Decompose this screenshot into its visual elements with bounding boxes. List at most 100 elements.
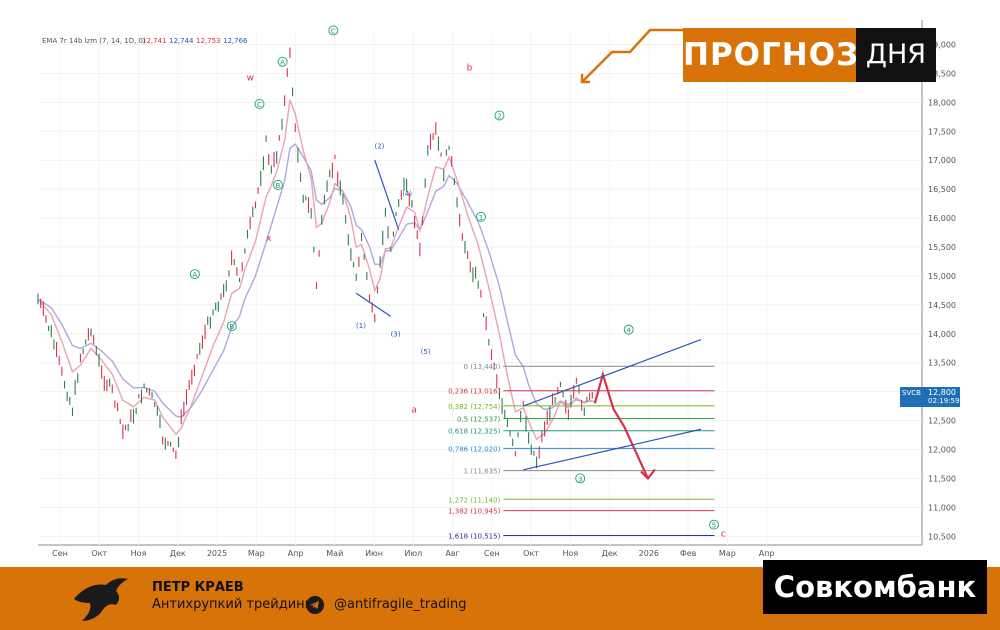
y-tick-label: 15,000 [928, 272, 956, 281]
wave-label: (2) [375, 143, 385, 151]
forecast-path [593, 370, 649, 479]
y-tick-label: 14,000 [928, 330, 956, 339]
wave-label: 5 [712, 522, 716, 530]
wave-label: C [257, 101, 262, 109]
y-tick-label: 19,000 [928, 40, 956, 49]
wave-label-circle [709, 519, 719, 530]
x-tick-label: 2025 [207, 549, 227, 558]
forecast-word-1: ПРОГНОЗ [683, 28, 858, 82]
wave-label: 2 [497, 113, 501, 121]
wave-label: B [229, 323, 234, 331]
fib-level-label: 0,382 (12,754) [448, 403, 500, 411]
x-tick-label: Окт [523, 549, 539, 558]
x-tick-label: Авг [445, 549, 459, 558]
wave-label: (4) [402, 190, 412, 198]
wave-label-circle [277, 56, 288, 67]
wave-label: 1 [479, 214, 483, 222]
author-tagline: Антихрупкий трейдинг [152, 597, 312, 612]
x-tick-label: Фев [680, 549, 697, 558]
indicator-legend: EMA 7r 14b lzm (7, 14, 1D, 0) [42, 37, 146, 45]
y-tick-label: 18,000 [928, 98, 956, 107]
fib-level-label: 0,786 (12,020) [448, 445, 500, 453]
price-tag-time: 02:19:59 [928, 397, 960, 405]
wave-label: C [331, 27, 336, 35]
telegram-icon[interactable] [306, 596, 324, 614]
y-tick-label: 17,000 [928, 156, 956, 165]
wave-label-circle [328, 25, 339, 36]
wave-label: (5) [421, 348, 431, 356]
x-tick-label: Дек [602, 549, 618, 558]
price-chart[interactable]: 10,50011,00011,50012,00012,50013,00013,5… [0, 0, 1000, 562]
fib-level-label: 0,618 (12,325) [448, 428, 500, 436]
wave-label: c [721, 529, 726, 539]
fib-level-label: 1,382 (10,945) [448, 508, 500, 516]
trend-channel-line [523, 428, 702, 471]
y-tick-label: 15,500 [928, 243, 956, 252]
y-tick-label: 10,500 [928, 532, 956, 541]
x-tick-label: Май [326, 549, 343, 558]
y-tick-label: 14,500 [928, 301, 956, 310]
y-tick-label: 12,500 [928, 417, 956, 426]
wave-label-circle [254, 99, 265, 109]
x-tick-label: Апр [759, 549, 775, 558]
y-tick-label: 13,500 [928, 359, 956, 368]
wave-label: x [266, 234, 272, 244]
wave-label: b [467, 64, 473, 74]
ema-value: 12,744 [169, 37, 194, 45]
x-tick-label: Окт [91, 549, 107, 558]
y-tick-label: 12,000 [928, 446, 956, 455]
wave-label: B [276, 182, 281, 190]
y-tick-label: 16,500 [928, 185, 956, 194]
ema-slow-line [37, 143, 595, 418]
y-tick-label: 11,500 [928, 474, 956, 483]
y-tick-label: 18,500 [928, 69, 956, 78]
y-tick-label: 17,500 [928, 127, 956, 136]
x-tick-label: Июл [404, 549, 422, 558]
wave-label-circle [476, 211, 486, 222]
fib-level-label: 0,5 (12,537) [457, 415, 501, 423]
x-tick-label: Июн [365, 549, 383, 558]
x-tick-label: Мар [248, 549, 265, 558]
x-tick-label: Ноя [562, 549, 578, 558]
wave-label: w [247, 73, 254, 83]
x-tick-label: Сен [52, 549, 68, 558]
ema-fast-line [37, 99, 596, 441]
wave-label: 3 [578, 475, 582, 483]
price-tag-value: 12,800 [928, 388, 956, 397]
y-tick-label: 16,000 [928, 214, 956, 223]
chart-area: 10,50011,00011,50012,00012,50013,00013,5… [0, 0, 1000, 562]
x-tick-label: Дек [170, 549, 186, 558]
wave-label: a [411, 405, 417, 415]
wave-label-circle [575, 473, 586, 484]
fib-level-label: 1,618 (10,515) [448, 532, 500, 540]
brand-name: Совкомбанк [763, 560, 987, 614]
wave-label-circle [623, 324, 634, 335]
x-tick-label: Сен [484, 549, 500, 558]
wave-label: A [192, 271, 197, 279]
wave-label: 4 [626, 327, 631, 335]
trend-channel-line [374, 160, 400, 230]
x-tick-label: Мар [719, 549, 736, 558]
wave-label-circle [226, 321, 237, 332]
x-tick-label: 2026 [639, 549, 659, 558]
ema-value: 12,741 [142, 37, 167, 45]
fib-level-label: 1 (11,635) [464, 468, 501, 476]
price-tag-symbol: SVCB [902, 389, 921, 397]
bird-icon [74, 578, 128, 621]
decor-arrow-line [581, 28, 683, 83]
wave-label: (1) [356, 322, 366, 330]
forecast-arrow-head [640, 468, 656, 481]
y-tick-label: 11,000 [928, 503, 956, 512]
wave-label: A [280, 59, 285, 67]
trend-channel-line [355, 292, 392, 317]
trend-channel-line [523, 339, 702, 407]
decor-arrow-head [580, 74, 590, 84]
fib-level-label: 0 (13,440) [464, 363, 501, 371]
ema-value: 12,766 [223, 37, 248, 45]
telegram-handle[interactable]: @antifragile_trading [334, 597, 467, 612]
fib-level-label: 0,236 (13,016) [448, 388, 500, 396]
wave-label-circle [494, 110, 505, 121]
forecast-word-2: ДНЯ [856, 28, 936, 82]
forecast-badge: ПРОГНОЗ ДНЯ [683, 28, 936, 82]
wave-label-circle [189, 269, 200, 280]
